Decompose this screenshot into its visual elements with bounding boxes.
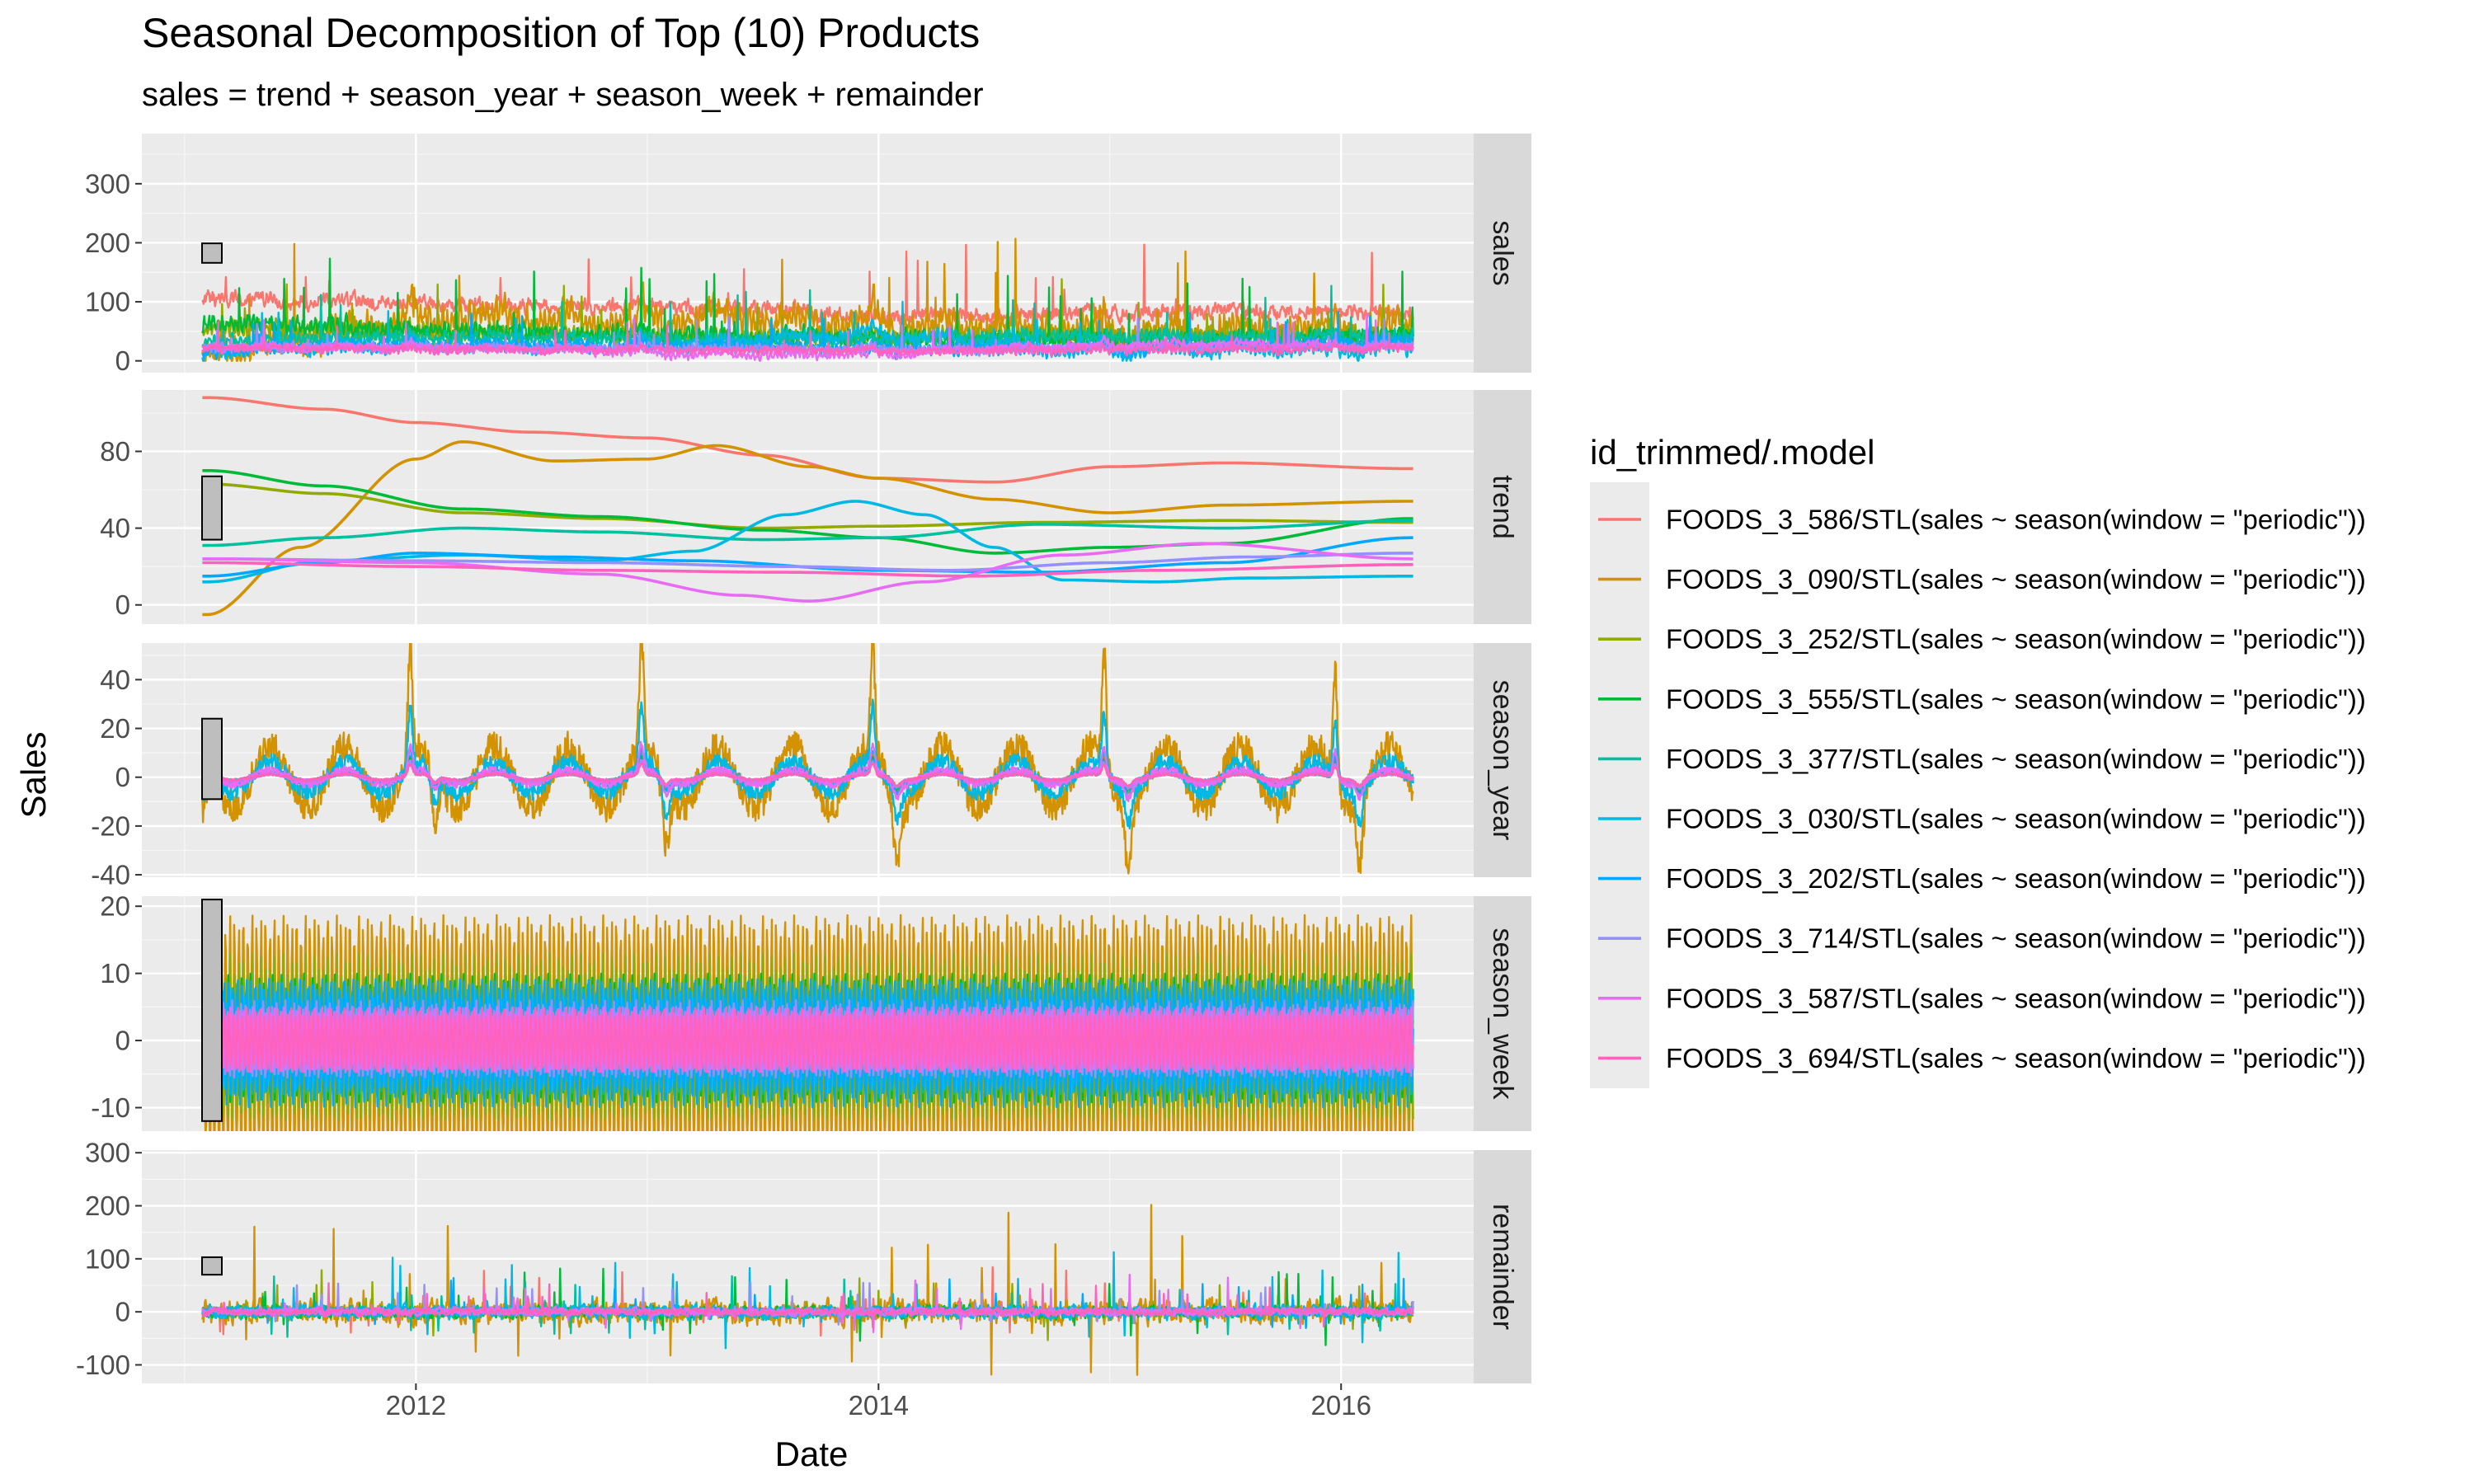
series-line-sales-1 [201, 243, 1414, 326]
range-bar [201, 475, 223, 541]
y-tick-label: -40 [91, 860, 130, 890]
y-tick-label: 0 [115, 1297, 130, 1327]
legend-title: id_trimmed/.model [1590, 433, 1874, 472]
series-line-trend-9 [201, 542, 1414, 603]
legend-label-3: FOODS_3_252/STL(sales ~ season(window = … [1666, 624, 2366, 655]
panel-remainder: remainder -100 0 100 200 300 [76, 1138, 1531, 1383]
series-line-trend-6 [201, 500, 1414, 584]
range-bar [201, 717, 223, 801]
legend-items: FOODS_3_586/STL(sales ~ season(window = … [1598, 505, 2366, 1073]
y-tick-label: 100 [85, 287, 130, 317]
x-axis-title: Date [775, 1435, 849, 1473]
facet-strip-label: trend [1487, 475, 1518, 539]
panel-season_week: season_week -10 0 10 20 [91, 891, 1531, 1131]
series-line-season_year-10 [201, 761, 1414, 788]
y-tick-label: -20 [91, 810, 130, 841]
legend-label-8: FOODS_3_714/STL(sales ~ season(window = … [1666, 923, 2366, 954]
y-tick-label: 0 [115, 1026, 130, 1056]
series-line-remainder-10 [201, 1282, 1414, 1328]
y-axis-title: Sales [14, 731, 53, 818]
y-tick-label: 20 [100, 713, 130, 744]
facet-strip [1474, 134, 1531, 373]
x-tick-label: 2016 [1311, 1390, 1371, 1421]
series-group [201, 643, 1414, 875]
series-line-sales-5 [201, 284, 1414, 352]
facet-strip-label: remainder [1487, 1204, 1518, 1330]
y-tick-label: 300 [85, 1138, 130, 1168]
x-tick-label: 2014 [849, 1390, 909, 1421]
y-tick-label: 0 [115, 345, 130, 376]
facet-strip-label: season_year [1487, 680, 1518, 841]
y-tick-label: 0 [115, 762, 130, 792]
y-tick-label: 40 [100, 665, 130, 695]
legend-label-9: FOODS_3_587/STL(sales ~ season(window = … [1666, 983, 2366, 1013]
y-tick-label: 10 [100, 958, 130, 989]
range-bar [201, 1256, 223, 1276]
panel-season_year: season_year -40 -20 0 20 40 [91, 643, 1531, 890]
panel-trend: trend 0 40 80 [100, 390, 1531, 624]
legend: id_trimmed/.model FOODS_3_586/STL(sales … [1590, 433, 2366, 1088]
legend-label-1: FOODS_3_586/STL(sales ~ season(window = … [1666, 505, 2366, 535]
series-line-trend-8 [201, 552, 1414, 572]
series-line-trend-5 [201, 519, 1414, 547]
y-tick-label: 100 [85, 1243, 130, 1274]
x-tick-label: 2012 [386, 1390, 446, 1421]
facet-strip [1474, 390, 1531, 624]
legend-label-2: FOODS_3_090/STL(sales ~ season(window = … [1666, 564, 2366, 594]
y-tick-label: -100 [76, 1350, 130, 1380]
legend-background [1590, 482, 1649, 1088]
y-tick-label: 300 [85, 168, 130, 199]
range-bar [201, 899, 223, 1122]
y-tick-label: 40 [100, 513, 130, 543]
series-group [201, 237, 1414, 362]
series-group [201, 913, 1414, 1131]
facet-strip [1474, 643, 1531, 877]
series-line-season_week-10 [201, 1006, 1414, 1073]
panel-sales: sales 0 100 200 300 [85, 134, 1531, 376]
y-tick-label: 200 [85, 1190, 130, 1221]
series-line-season_week-9 [201, 1006, 1414, 1073]
legend-label-7: FOODS_3_202/STL(sales ~ season(window = … [1666, 863, 2366, 894]
panel-background [142, 390, 1474, 624]
series-group [201, 1204, 1414, 1376]
series-group [201, 396, 1414, 617]
series-line-trend-3 [201, 482, 1414, 530]
facet-strip-label: sales [1487, 220, 1518, 285]
facet-strip [1474, 1150, 1531, 1383]
facet-strip-label: season_week [1487, 928, 1518, 1101]
series-line-trend-10 [201, 561, 1414, 578]
facet-strip [1474, 896, 1531, 1131]
y-tick-label: 80 [100, 436, 130, 467]
y-tick-label: -10 [91, 1092, 130, 1123]
y-tick-label: 0 [115, 589, 130, 620]
panel-background [142, 1150, 1474, 1383]
chart-title: Seasonal Decomposition of Top (10) Produ… [142, 10, 980, 56]
legend-label-6: FOODS_3_030/STL(sales ~ season(window = … [1666, 804, 2366, 834]
x-axis: 2012 2014 2016 [386, 1383, 1371, 1421]
legend-label-4: FOODS_3_555/STL(sales ~ season(window = … [1666, 683, 2366, 714]
y-tick-label: 20 [100, 891, 130, 922]
y-tick-label: 200 [85, 228, 130, 258]
legend-label-10: FOODS_3_694/STL(sales ~ season(window = … [1666, 1043, 2366, 1073]
range-bar [201, 242, 223, 264]
chart-subtitle: sales = trend + season_year + season_wee… [142, 77, 984, 113]
series-line-trend-2 [201, 440, 1414, 617]
legend-label-5: FOODS_3_377/STL(sales ~ season(window = … [1666, 744, 2366, 774]
series-line-sales-10 [201, 321, 1414, 358]
panels-group: sales0100200300trend04080season_year-40-… [76, 134, 1531, 1383]
series-line-trend-1 [201, 396, 1414, 484]
